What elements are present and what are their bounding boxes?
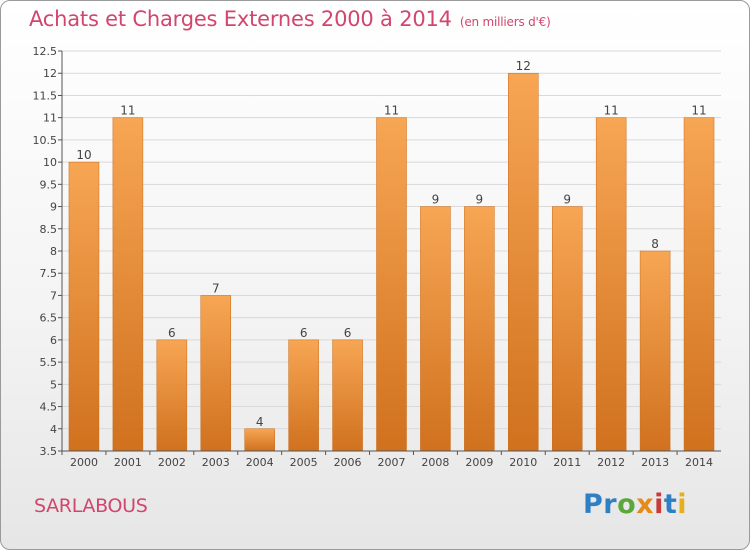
- bar: [112, 117, 144, 452]
- bar: [200, 295, 232, 452]
- x-tick-label: 2014: [685, 456, 713, 469]
- y-tick-label: 9: [50, 201, 57, 214]
- bar: [244, 428, 275, 452]
- value-label: 9: [563, 193, 571, 207]
- x-tick-label: 2005: [290, 456, 318, 469]
- value-label: 11: [384, 104, 399, 118]
- value-label: 10: [76, 148, 91, 162]
- bar: [683, 117, 715, 452]
- value-label: 9: [432, 193, 440, 207]
- x-tick-label: 2006: [334, 456, 362, 469]
- x-tick-label: 2012: [597, 456, 625, 469]
- y-tick-label: 4: [50, 423, 57, 436]
- x-tick-label: 2000: [70, 456, 98, 469]
- value-label: 11: [604, 104, 619, 118]
- y-tick-label: 4.5: [40, 401, 58, 414]
- value-label: 6: [300, 326, 308, 340]
- value-label: 11: [691, 104, 706, 118]
- y-tick-label: 12.5: [33, 45, 58, 58]
- x-tick-label: 2001: [114, 456, 142, 469]
- value-label: 6: [344, 326, 352, 340]
- y-tick-label: 10: [43, 156, 57, 169]
- value-labels: 10 11 6 7 4 6 6 11 9 9 12 9 11 8 11: [76, 59, 706, 429]
- y-tick-label: 9.5: [40, 178, 58, 191]
- bar: [551, 206, 583, 452]
- y-axis-ticks: 3.5 4 4.5 5 5.5 6 6.5 7 7.5 8 8.5 9 9.5 10 10.5 11 11.5 1…: [33, 45, 62, 458]
- bar: [464, 206, 495, 452]
- value-label: 8: [651, 237, 659, 251]
- chart-title: Achats et Charges Externes 2000 à 2014 (e…: [29, 7, 551, 31]
- chart-subtitle: (en milliers d'€): [459, 15, 551, 29]
- proxiti-logo: Proxiti: [583, 489, 687, 520]
- bar: [595, 117, 627, 452]
- logo-part: i: [677, 489, 688, 520]
- x-tick-label: 2004: [246, 456, 274, 469]
- bar: [156, 339, 188, 452]
- value-label: 7: [212, 281, 220, 295]
- x-tick-label: 2013: [641, 456, 669, 469]
- commune-name: SARLABOUS: [34, 495, 148, 517]
- x-tick-label: 2010: [509, 456, 537, 469]
- logo-part: Pr: [583, 489, 618, 520]
- x-tick-label: 2011: [553, 456, 581, 469]
- logo-part: x: [636, 489, 655, 520]
- bars: [68, 72, 715, 452]
- logo-part: i: [654, 489, 664, 520]
- bar: [288, 339, 319, 452]
- value-label: 11: [120, 104, 135, 118]
- x-axis-ticks: 2000 2001 2002 2003 2004 2005 2006 2007 2008 2009…: [61, 451, 713, 469]
- y-tick-label: 8.5: [40, 223, 58, 236]
- logo-part: o: [617, 489, 637, 520]
- bar: [68, 161, 100, 452]
- y-tick-label: 5.5: [40, 356, 58, 369]
- y-tick-label: 5: [50, 378, 57, 391]
- bar: [420, 206, 451, 452]
- logo-part: t: [663, 489, 678, 520]
- x-tick-label: 2002: [158, 456, 186, 469]
- bar: [332, 339, 363, 452]
- value-label: 12: [516, 59, 531, 73]
- y-tick-label: 6: [50, 334, 57, 347]
- y-tick-label: 7.5: [40, 267, 58, 280]
- bar: [508, 72, 539, 452]
- y-tick-label: 11.5: [33, 89, 58, 102]
- x-tick-label: 2007: [378, 456, 406, 469]
- y-tick-label: 6.5: [40, 312, 58, 325]
- value-label: 4: [256, 415, 264, 429]
- x-tick-label: 2008: [421, 456, 449, 469]
- value-label: 6: [168, 326, 176, 340]
- y-tick-label: 3.5: [40, 445, 58, 458]
- y-tick-label: 8: [50, 245, 57, 258]
- y-tick-label: 7: [50, 289, 57, 302]
- title-text: Achats et Charges Externes 2000 à 2014: [29, 7, 452, 31]
- value-label: 9: [476, 193, 484, 207]
- x-tick-label: 2009: [465, 456, 493, 469]
- x-tick-label: 2003: [202, 456, 230, 469]
- y-tick-label: 11: [43, 112, 57, 125]
- y-tick-label: 12: [43, 67, 57, 80]
- bar: [639, 250, 671, 452]
- bar: [376, 117, 407, 452]
- y-tick-label: 10.5: [33, 134, 58, 147]
